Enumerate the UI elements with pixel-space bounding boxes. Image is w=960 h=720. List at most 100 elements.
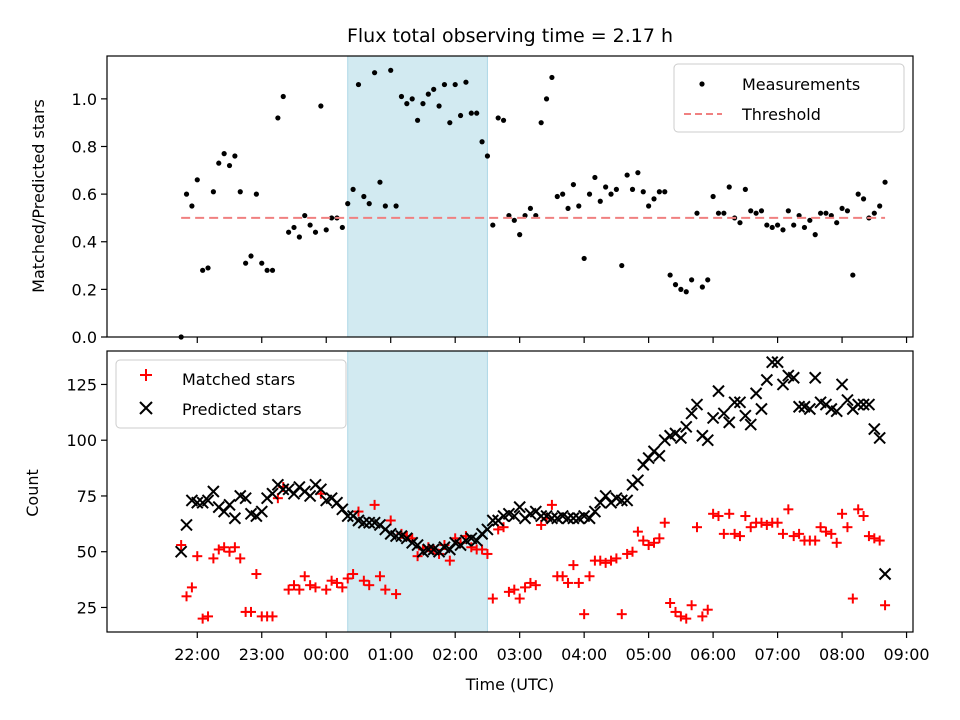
matched-stars-point	[326, 575, 337, 586]
predicted-stars-point	[422, 543, 435, 556]
measurements-point	[506, 212, 512, 219]
matched-stars-point	[181, 591, 192, 602]
measurements-point	[253, 191, 259, 197]
matched-stars-point	[837, 508, 848, 519]
legend-matched-label: Matched stars	[182, 370, 295, 389]
measurements-point	[855, 191, 861, 197]
bottom-y-tick-label: 100	[66, 431, 97, 450]
matched-stars-point	[654, 533, 665, 544]
bottom-marks-layer	[174, 355, 892, 624]
matched-stars-point	[686, 600, 697, 611]
predicted-stars-point	[545, 512, 559, 525]
measurements-point	[291, 224, 297, 231]
measurements-point	[361, 193, 367, 200]
matched-stars-point	[691, 522, 702, 533]
measurements-point	[452, 81, 458, 88]
top-x-ticks	[196, 337, 908, 343]
measurements-point	[345, 201, 351, 207]
bottom-y-axis-label: Count	[23, 469, 42, 517]
predicted-stars-point	[776, 378, 790, 391]
predicted-stars-point	[357, 516, 371, 529]
predicted-stars-point	[201, 494, 215, 507]
top-marks-layer	[178, 67, 888, 340]
matched-stars-point	[348, 569, 359, 580]
measurements-point	[210, 189, 216, 195]
measurements-point	[533, 212, 539, 219]
matched-stars-point	[810, 535, 821, 546]
predicted-stars-point	[787, 371, 800, 384]
measurements-point	[205, 265, 211, 271]
matched-stars-point	[659, 517, 670, 528]
predicted-stars-point	[701, 433, 714, 447]
predicted-stars-point	[878, 567, 892, 581]
predicted-stars-point	[680, 420, 693, 434]
x-tick-label: 01:00	[368, 645, 414, 664]
measurements-point	[447, 120, 453, 126]
measurements-point	[613, 186, 619, 192]
top-y-ticks: 0.0 0.2 0.4 0.6 0.8 1.0	[72, 90, 107, 347]
predicted-stars-point	[180, 518, 193, 532]
predicted-stars-point	[808, 371, 822, 384]
matched-stars-point	[213, 544, 224, 555]
matched-stars-point	[203, 611, 214, 622]
measurements-point	[597, 198, 603, 204]
x-tick-label: 23:00	[239, 645, 285, 664]
matched-stars-point	[283, 584, 294, 595]
measurements-point	[538, 120, 544, 126]
measurements-point	[780, 227, 786, 233]
predicted-stars-point	[228, 512, 242, 525]
measurements-point	[554, 193, 560, 200]
measurements-point	[194, 177, 200, 183]
measurements-point	[527, 205, 534, 212]
matched-stars-point	[869, 533, 880, 544]
matched-stars-point	[863, 531, 874, 542]
matched-stars-point	[342, 573, 353, 584]
bottom-legend: Matched stars Predicted stars	[115, 359, 347, 429]
measurements-point	[474, 110, 480, 116]
measurements-point	[785, 208, 791, 214]
matched-stars-point	[520, 582, 531, 593]
bottom-y-tick-label: 50	[77, 543, 97, 562]
measurements-point	[667, 272, 673, 278]
measurements-point	[839, 205, 845, 212]
predicted-stars-point	[588, 505, 602, 518]
measurements-point	[737, 220, 743, 226]
matched-stars-point	[616, 609, 627, 620]
matched-stars-point	[579, 609, 590, 620]
matched-stars-point	[627, 546, 638, 557]
measurements-point	[463, 79, 469, 85]
x-tick-label: 02:00	[432, 645, 478, 664]
measurements-point	[436, 103, 442, 109]
matched-stars-point	[858, 511, 869, 522]
matched-stars-point	[310, 582, 321, 593]
predicted-stars-point	[685, 407, 698, 420]
measurements-point	[543, 96, 550, 102]
matched-stars-point	[498, 522, 509, 533]
matched-stars-point	[622, 548, 633, 559]
top-y-tick-label: 0.2	[72, 280, 97, 299]
measurements-point	[828, 212, 834, 219]
top-axes-frame	[106, 55, 914, 338]
measurements-point	[672, 282, 679, 288]
measurements-point	[742, 186, 748, 192]
matched-stars-point	[665, 598, 676, 609]
measurements-point	[468, 110, 474, 116]
predicted-stars-point	[174, 545, 188, 558]
top-highlight-layer	[347, 55, 488, 338]
matched-stars-point	[724, 508, 735, 519]
measurements-point	[694, 210, 700, 216]
matched-stars-point	[794, 528, 805, 539]
measurements-point	[844, 208, 851, 214]
matched-stars-point	[321, 584, 332, 595]
measurements-point	[635, 170, 641, 176]
matched-stars-point	[337, 582, 348, 593]
measurements-point	[425, 91, 431, 97]
measurements-point	[318, 103, 324, 109]
measurements-point	[662, 189, 668, 195]
measurements-point	[457, 112, 464, 119]
measurements-point	[237, 189, 243, 195]
predicted-stars-point	[728, 396, 741, 409]
matched-stars-point	[874, 535, 885, 546]
predicted-stars-point	[239, 491, 252, 505]
top-chart-title: Flux total observing time = 2.17 h	[347, 25, 673, 47]
